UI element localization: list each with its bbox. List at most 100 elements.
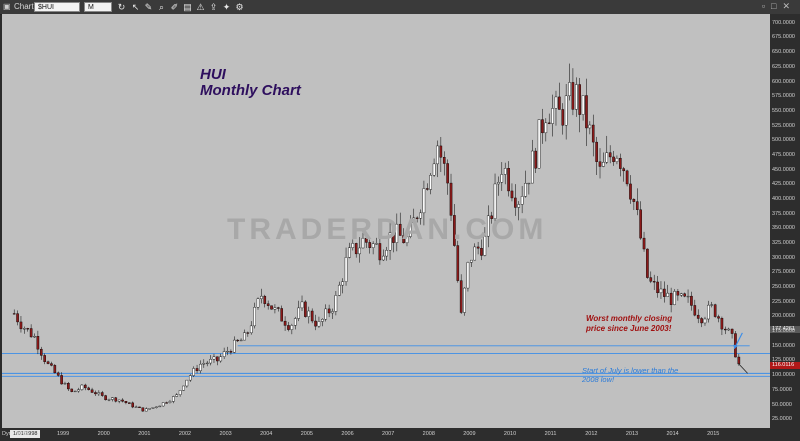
candle-body	[87, 387, 90, 390]
candle-body	[429, 175, 432, 190]
y-tick-label: 675.0000	[772, 34, 795, 41]
candle-body	[493, 183, 497, 219]
candle-body	[480, 248, 483, 256]
y-tick-label: 375.0000	[772, 210, 795, 217]
candle-body	[236, 339, 239, 342]
candle-body	[165, 402, 168, 404]
candle-body	[148, 408, 151, 410]
y-tick-label: 550.0000	[772, 107, 795, 114]
candle-body	[456, 245, 460, 281]
candle-body	[724, 328, 727, 331]
candle-body	[514, 197, 517, 208]
last-close-badge: 177.4261	[770, 326, 800, 334]
candle-body	[527, 182, 531, 185]
candle-body	[263, 295, 267, 304]
worst-close-line2: price since June 2003!	[586, 324, 672, 333]
candle-body	[696, 314, 700, 319]
candle-body	[266, 303, 270, 306]
candle-body	[283, 320, 287, 326]
candle-body	[524, 183, 527, 197]
candle-body	[679, 293, 683, 296]
refresh-icon[interactable]: ↻	[117, 2, 126, 12]
candle-body	[442, 157, 446, 164]
candle-body	[537, 119, 541, 169]
candle-body	[710, 304, 714, 306]
alert-icon[interactable]: ⚠	[196, 2, 205, 12]
twitter-icon[interactable]: ✦	[222, 2, 231, 12]
settings-icon[interactable]: ⚙	[235, 2, 244, 12]
candle-body	[94, 392, 97, 395]
y-tick-label: 700.0000	[772, 19, 795, 26]
candle-body	[33, 336, 36, 338]
candle-body	[348, 247, 351, 258]
candle-body	[446, 163, 449, 184]
y-tick-label: 200.0000	[772, 313, 795, 320]
x-tick-label: 2005	[300, 431, 313, 437]
candle-body	[558, 96, 561, 110]
candle-body	[144, 408, 148, 412]
candle-body	[341, 281, 344, 286]
chart-type-icon[interactable]: ▤	[183, 2, 192, 12]
candle-body	[554, 96, 558, 109]
candle-body	[517, 204, 521, 208]
candle-body	[503, 168, 507, 175]
x-tick-label: 2010	[503, 431, 517, 437]
pencil-icon[interactable]: ✎	[144, 2, 153, 12]
candle-body	[358, 247, 361, 255]
share-icon[interactable]: ⇪	[209, 2, 218, 12]
y-tick-label: 425.0000	[772, 181, 795, 188]
candle-body	[249, 325, 253, 334]
y-tick-label: 625.0000	[772, 63, 795, 70]
x-tick-label: 1998	[16, 431, 29, 437]
candle-body	[449, 182, 453, 216]
symbol-input[interactable]: $HUI	[34, 2, 80, 12]
y-tick-label: 125.0000	[772, 357, 795, 364]
y-tick-label: 400.0000	[772, 195, 795, 202]
candle-body	[588, 124, 592, 129]
candle-body	[486, 215, 490, 237]
candle-body	[178, 390, 182, 395]
candle-body	[676, 291, 680, 296]
cursor-icon[interactable]: ↖	[131, 2, 140, 12]
y-tick-label: 500.0000	[772, 137, 795, 144]
candle-body	[60, 375, 63, 385]
candle-body	[385, 250, 388, 257]
draw-tools-icon[interactable]: ✐	[170, 2, 179, 12]
y-tick-label: 450.0000	[772, 166, 795, 173]
candle-body	[209, 359, 212, 364]
candle-body	[188, 375, 192, 381]
candle-body	[36, 336, 40, 350]
candle-body	[100, 392, 104, 396]
window-controls[interactable]: ▫□✕	[761, 1, 796, 11]
time-axis[interactable]: Dyn 1/01/1998 1998 1999 2000 2001 2002 2003 20…	[0, 428, 800, 441]
candle-body	[185, 379, 189, 387]
candle-body	[551, 108, 554, 124]
candle-body	[155, 406, 158, 408]
y-tick-label: 25.0000	[772, 416, 792, 423]
candle-body	[378, 243, 382, 261]
candle-body	[571, 82, 575, 110]
candle-body	[192, 368, 195, 376]
window-title: Chart	[14, 2, 34, 11]
price-chart[interactable]: HUI Monthly Chart TRADERDAN.COM Worst mo…	[2, 14, 770, 438]
candle-body	[432, 163, 436, 176]
candle-body	[564, 95, 568, 126]
price-axis[interactable]: 177.4261 116.0116 25.0000 50.0000 75.0000 1…	[770, 14, 800, 428]
candle-body	[23, 328, 26, 330]
candle-body	[216, 356, 219, 362]
y-tick-label: 225.0000	[772, 298, 795, 305]
candle-body	[121, 399, 124, 402]
worst-close-annotation: Worst monthly closing price since June 2…	[586, 314, 672, 334]
interval-input[interactable]: M	[84, 2, 112, 12]
candle-body	[629, 183, 632, 200]
x-tick-label: 2001	[138, 431, 151, 437]
x-tick-label: 2006	[341, 431, 354, 437]
worst-close-line1: Worst monthly closing	[586, 314, 673, 323]
candle-body	[476, 246, 480, 249]
candle-body	[368, 242, 372, 248]
candle-body	[727, 328, 730, 331]
magnifier-icon[interactable]: ⌕	[158, 2, 165, 12]
candle-body	[260, 295, 263, 299]
candle-body	[392, 232, 395, 243]
